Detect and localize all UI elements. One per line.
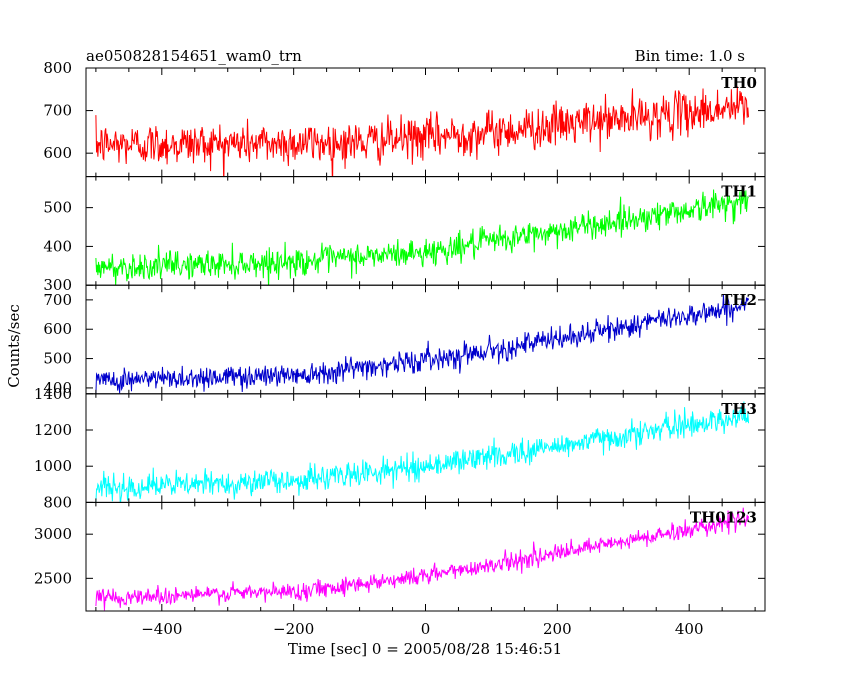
panel-th0123: 2500 3000 TH0123 [34,501,766,612]
y-tick-label: 800 [43,59,72,77]
panel-label: TH2 [721,291,757,309]
y-tick-label: 300 [43,276,72,294]
series-line-th0 [95,86,750,177]
y-tick-label: 700 [43,102,72,120]
x-tick-label: −400 [141,620,182,638]
series-line-th3 [95,401,750,503]
y-tick-label: 3000 [34,525,72,543]
panel-th2: 400 500 600 700 TH2 [43,284,766,397]
series-line-th0123 [95,507,750,611]
panel-th0: 600 700 800 TH0 [43,59,766,178]
panel-label: TH0 [721,74,757,92]
x-tick-label: 0 [421,620,431,638]
y-tick-label: 1200 [34,421,72,439]
panel-frame [85,393,766,503]
y-tick-label: 400 [43,379,72,397]
bin-time-label: Bin time: 1.0 s [635,47,745,65]
y-tick-label: 600 [43,144,72,162]
panel-frame [85,67,766,178]
x-tick-labels: −400 −200 0 200 400 [141,620,703,638]
y-tick-label: 500 [43,199,72,217]
x-tick-label: −200 [273,620,314,638]
panel-th1: 300 400 500 TH1 [43,176,766,294]
x-tick-label: 400 [675,620,704,638]
panel-label: TH0123 [690,508,757,526]
y-tick-label: 600 [43,320,72,338]
y-tick-label: 700 [43,291,72,309]
panel-frame [85,176,766,286]
plot-title: ae050828154651_wam0_trn [86,47,302,65]
panel-label: TH3 [721,400,757,418]
panel-label: TH1 [721,183,757,201]
x-tick-label: 200 [543,620,572,638]
y-axis-label: Counts/sec [5,304,23,388]
series-line-th2 [95,294,750,394]
panel-th3: 800 1000 1200 1400 TH3 [34,385,766,511]
series-line-th1 [95,189,749,286]
y-tick-label: 1400 [34,385,72,403]
panels-group: 600 700 800 TH0 300 400 500 TH1 400 500 600 700 TH2 8… [34,59,766,612]
panel-frame [85,284,766,395]
y-tick-label: 400 [43,237,72,255]
x-axis-label: Time [sec] 0 = 2005/08/28 15:46:51 [288,640,562,658]
y-tick-label: 800 [43,493,72,511]
y-tick-label: 500 [43,350,72,368]
y-tick-label: 1000 [34,457,72,475]
y-tick-label: 2500 [34,569,72,587]
